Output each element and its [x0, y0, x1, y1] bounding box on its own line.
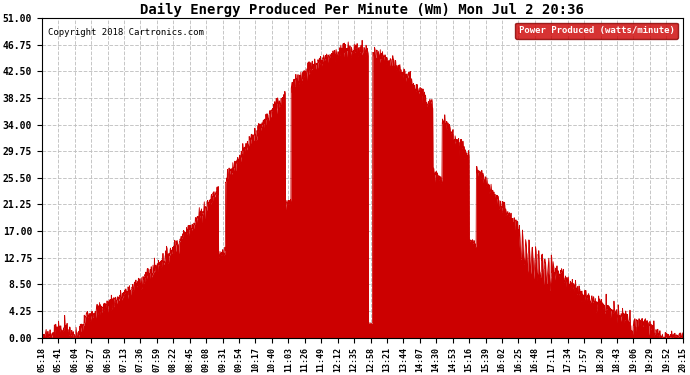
Legend: Power Produced (watts/minute): Power Produced (watts/minute) — [515, 22, 678, 39]
Title: Daily Energy Produced Per Minute (Wm) Mon Jul 2 20:36: Daily Energy Produced Per Minute (Wm) Mo… — [140, 3, 584, 17]
Text: Copyright 2018 Cartronics.com: Copyright 2018 Cartronics.com — [48, 28, 204, 37]
